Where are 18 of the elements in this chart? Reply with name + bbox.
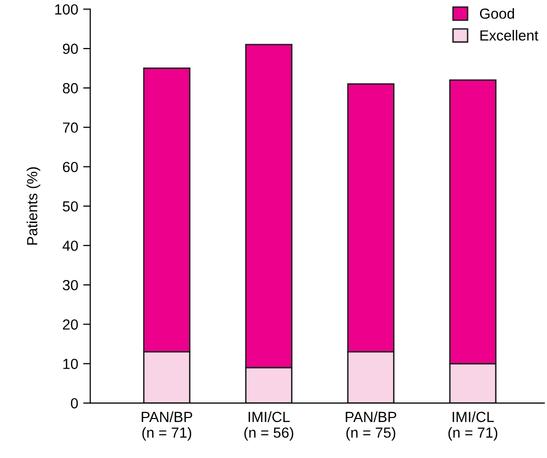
y-tick-label: 10 — [63, 358, 78, 370]
y-tick-label: 30 — [62, 280, 78, 290]
y-tick-label: 70 — [62, 122, 78, 133]
y-tick-label: 80 — [62, 83, 78, 94]
x-tick-label: PAN/BP (n = 75) — [346, 411, 396, 441]
y-tick-label: 100 — [55, 4, 78, 15]
y-tick-label: 40 — [62, 240, 78, 251]
y-tick-label: 20 — [62, 319, 78, 330]
legend-label: Excellent — [480, 30, 538, 41]
y-tick-label: 50 — [62, 201, 78, 212]
y-axis-title: Patients (%) — [26, 167, 40, 245]
x-tick-label: IMI/CL (n = 71) — [448, 411, 498, 441]
x-tick-label: IMI/CL (n = 56) — [244, 411, 294, 441]
x-tick-label: PAN/BP (n = 71) — [142, 411, 192, 441]
y-tick-label: 60 — [62, 162, 78, 172]
y-tick-label: 90 — [62, 44, 78, 54]
legend-label: Good — [480, 8, 514, 19]
y-tick-label: 0 — [70, 398, 78, 408]
